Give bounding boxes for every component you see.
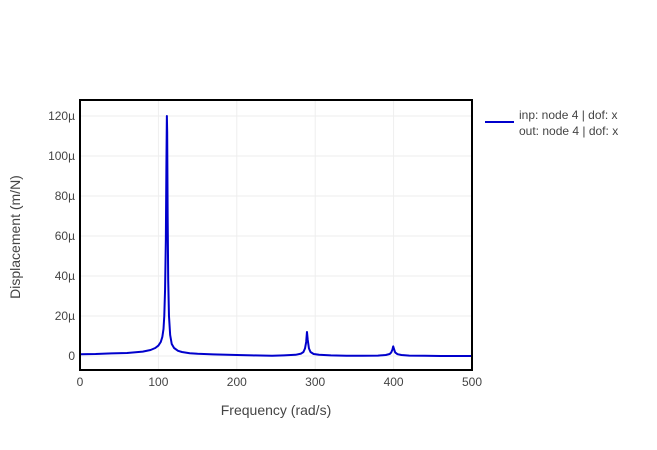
- x-tick-label: 0: [77, 375, 84, 389]
- y-tick-label: 120µ: [48, 109, 75, 123]
- y-axis-ticks: 0 20µ 40µ 60µ 80µ 100µ 120µ: [48, 109, 75, 363]
- y-tick-label: 40µ: [55, 269, 75, 283]
- plot-frame: [79, 99, 473, 371]
- x-tick-label: 400: [384, 375, 404, 389]
- x-axis-title: Frequency (rad/s): [221, 402, 331, 418]
- x-axis-ticks: 0 100 200 300 400 500: [77, 375, 483, 389]
- x-tick-label: 200: [227, 375, 247, 389]
- y-tick-label: 80µ: [55, 189, 75, 203]
- y-tick-label: 100µ: [48, 149, 75, 163]
- series-layer: [79, 115, 472, 357]
- y-tick-label: 60µ: [55, 229, 75, 243]
- legend-label-line-1: inp: node 4 | dof: x: [519, 108, 618, 122]
- legend-label-line-2: out: node 4 | dof: x: [519, 124, 618, 138]
- legend[interactable]: inp: node 4 | dof: x out: node 4 | dof: …: [485, 108, 618, 138]
- grid: [80, 100, 472, 370]
- plot-area[interactable]: [80, 100, 472, 370]
- y-tick-label: 20µ: [55, 309, 75, 323]
- x-tick-label: 300: [305, 375, 325, 389]
- series-line[interactable]: [79, 115, 472, 357]
- y-tick-label: 0: [68, 349, 75, 363]
- y-axis-title: Displacement (m/N): [7, 175, 23, 299]
- x-tick-label: 100: [148, 375, 168, 389]
- x-tick-label: 500: [462, 375, 482, 389]
